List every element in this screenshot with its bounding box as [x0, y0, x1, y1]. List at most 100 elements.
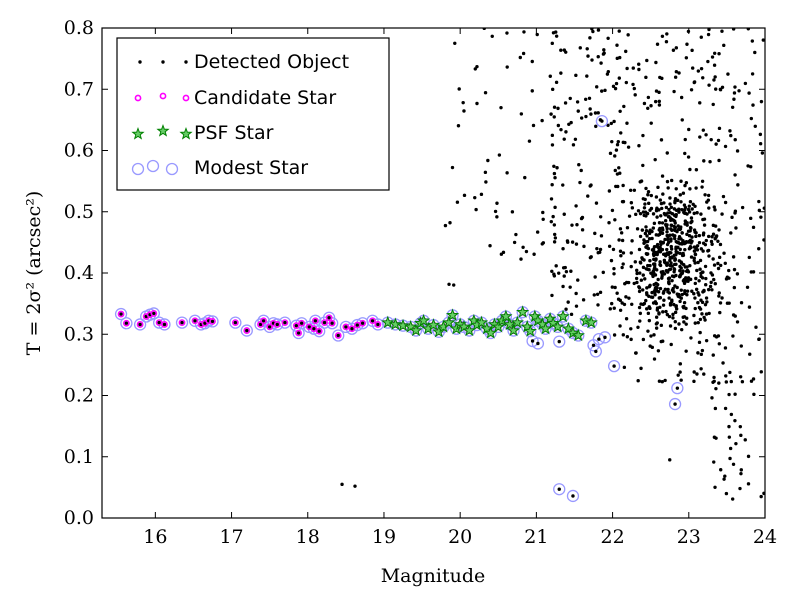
detected-object-point	[684, 349, 688, 353]
detected-object-point	[499, 252, 504, 256]
modest-star-point	[229, 316, 242, 329]
detected-object-point	[661, 270, 665, 274]
detected-object-point	[554, 30, 558, 34]
detected-object-point	[733, 138, 737, 142]
detected-object-point	[562, 274, 566, 278]
detected-object-point	[518, 55, 522, 60]
detected-object-point	[667, 207, 671, 212]
detected-object-point	[724, 491, 729, 496]
detected-object-point	[484, 180, 488, 184]
detected-object-point	[722, 251, 726, 255]
detected-object-point	[633, 260, 637, 264]
detected-object-point	[541, 241, 546, 245]
detected-object-point	[625, 226, 630, 230]
detected-object-point	[761, 38, 765, 42]
detected-object-point	[686, 229, 691, 233]
detected-object-point	[650, 272, 655, 276]
detected-object-point	[693, 252, 698, 257]
detected-object-point	[670, 274, 675, 278]
detected-object-point	[687, 127, 691, 132]
detected-object-point	[590, 28, 594, 31]
detected-object-point	[613, 86, 618, 91]
detected-object-point	[452, 283, 456, 287]
detected-object-point	[649, 104, 653, 108]
detected-object-point	[704, 283, 708, 287]
detected-object-point	[579, 216, 584, 221]
detected-object-point	[671, 48, 676, 52]
detected-object-point	[757, 208, 762, 213]
detected-object-point	[575, 100, 580, 104]
detected-object-point	[664, 309, 668, 314]
detected-object-point	[717, 126, 722, 131]
detected-object-point	[656, 250, 660, 254]
detected-object-point	[693, 296, 697, 300]
detected-object-point	[720, 85, 725, 89]
detected-object-point	[245, 328, 249, 333]
detected-object-point	[656, 349, 661, 353]
detected-object-point	[683, 291, 687, 296]
detected-object-point	[621, 183, 625, 188]
detected-object-point	[698, 258, 703, 263]
detected-object-point	[660, 247, 665, 252]
detected-object-point	[667, 281, 671, 285]
detected-object-point	[619, 231, 624, 235]
detected-object-point	[594, 201, 599, 205]
detected-object-point	[709, 239, 714, 244]
detected-object-point	[594, 349, 598, 354]
detected-object-point	[690, 207, 694, 211]
detected-object-point	[490, 34, 494, 38]
detected-object-point	[579, 168, 583, 173]
detected-object-point	[668, 196, 672, 200]
detected-object-point	[695, 268, 699, 273]
detected-object-point	[673, 326, 678, 331]
detected-object-point	[635, 227, 640, 231]
detected-object-point	[573, 137, 578, 141]
detected-object-point	[666, 186, 670, 190]
detected-object-point	[716, 261, 720, 266]
detected-object-point	[625, 66, 629, 71]
detected-object-point	[612, 306, 616, 310]
detected-object-point	[692, 80, 697, 84]
detected-object-point	[665, 230, 669, 234]
detected-object-point	[596, 111, 600, 115]
psf-star-point	[409, 323, 423, 337]
detected-object-point	[712, 78, 716, 82]
psf-star-point	[396, 318, 410, 332]
detected-object-point	[598, 215, 603, 219]
detected-object-point	[677, 71, 681, 75]
detected-object-point	[613, 218, 617, 222]
detected-object-point	[668, 324, 673, 328]
detected-object-point	[608, 307, 612, 311]
detected-object-point	[739, 433, 743, 438]
y-tick-label: 0.2	[64, 385, 94, 407]
detected-object-point	[632, 188, 637, 192]
detected-object-point	[566, 240, 570, 244]
detected-object-point	[556, 123, 561, 128]
detected-object-point	[714, 386, 718, 391]
detected-object-point	[617, 238, 621, 242]
detected-object-point	[731, 255, 736, 259]
detected-object-point	[688, 200, 693, 204]
detected-object-point	[717, 228, 721, 232]
detected-object-point	[683, 265, 688, 269]
detected-object-point	[707, 28, 711, 32]
detected-object-point	[614, 148, 619, 152]
detected-object-point	[656, 277, 660, 282]
psf-star-point	[538, 321, 553, 335]
detected-object-point	[668, 216, 673, 220]
modest-star-point	[114, 307, 128, 321]
detected-object-point	[696, 301, 700, 305]
detected-object-point	[664, 205, 669, 210]
detected-object-point	[644, 75, 648, 80]
detected-object-point	[660, 206, 664, 211]
detected-object-point	[723, 346, 728, 350]
psf-star-point	[156, 124, 170, 137]
detected-object-point	[611, 84, 616, 89]
detected-object-point	[710, 242, 714, 246]
detected-object-point	[621, 333, 626, 337]
detected-object-point	[675, 285, 679, 290]
detected-object-point	[730, 105, 735, 109]
detected-object-point	[651, 226, 656, 230]
detected-object-point	[737, 89, 741, 93]
